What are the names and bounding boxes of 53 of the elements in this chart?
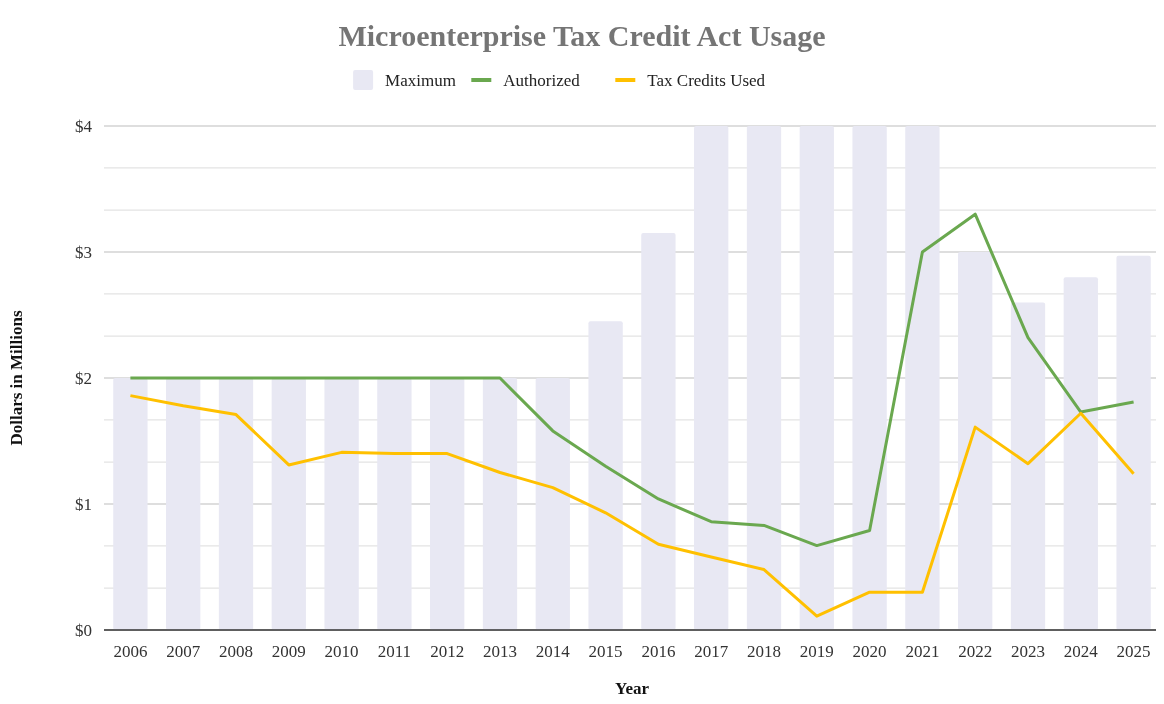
bar — [799, 126, 834, 630]
bar — [1063, 277, 1098, 630]
x-tick-label: 2009 — [271, 642, 306, 661]
bar — [218, 378, 254, 630]
x-tick-label: 2023 — [1011, 642, 1045, 661]
x-tick-label: 2025 — [1116, 642, 1151, 661]
x-tick-label: 2015 — [588, 642, 623, 661]
x-tick-label: 2008 — [219, 642, 253, 661]
bar — [482, 378, 518, 630]
bar — [694, 126, 729, 630]
x-tick-label: 2014 — [535, 642, 571, 661]
x-axis-title: Year — [615, 679, 650, 698]
bar — [905, 126, 940, 630]
x-tick-label: 2013 — [483, 642, 517, 661]
x-tick-label: 2020 — [852, 642, 887, 661]
x-tick-label: 2011 — [377, 642, 412, 661]
bar — [958, 252, 993, 630]
y-tick-label: $2 — [75, 369, 92, 388]
legend-label: Authorized — [503, 71, 581, 90]
bar — [1010, 302, 1046, 630]
bar — [430, 378, 465, 630]
chart-title: Microenterprise Tax Credit Act Usage — [338, 19, 826, 52]
y-tick-label: $3 — [75, 243, 92, 262]
y-tick-label: $1 — [75, 495, 92, 514]
bar — [588, 321, 623, 630]
x-tick-label: 2006 — [113, 642, 148, 661]
legend-label: Tax Credits Used — [647, 71, 766, 90]
bar — [1116, 255, 1151, 630]
bar — [166, 378, 201, 630]
bar — [377, 378, 412, 630]
x-tick-label: 2019 — [799, 642, 834, 661]
bar — [535, 378, 570, 630]
x-tick-label: 2007 — [166, 642, 201, 661]
bar — [746, 126, 782, 630]
line-series — [128, 212, 1136, 548]
x-tick-label: 2012 — [430, 642, 465, 661]
bar — [641, 233, 676, 630]
x-tick-label: 2010 — [324, 642, 359, 661]
x-tick-label: 2017 — [694, 642, 729, 661]
x-tick-label: 2021 — [905, 642, 940, 661]
y-tick-label: $4 — [75, 117, 93, 136]
x-tick-label: 2016 — [641, 642, 676, 661]
line-series — [128, 394, 1136, 618]
x-tick-label: 2024 — [1063, 642, 1099, 661]
legend-label: Maximum — [385, 71, 456, 90]
x-tick-label: 2022 — [958, 642, 993, 661]
x-tick-label: 2018 — [747, 642, 781, 661]
y-tick-label: $0 — [75, 621, 92, 640]
bar — [271, 378, 306, 630]
bar — [324, 378, 359, 630]
bar — [113, 378, 148, 630]
y-axis-title: Dollars in Millions — [7, 310, 26, 446]
bar — [852, 126, 887, 630]
